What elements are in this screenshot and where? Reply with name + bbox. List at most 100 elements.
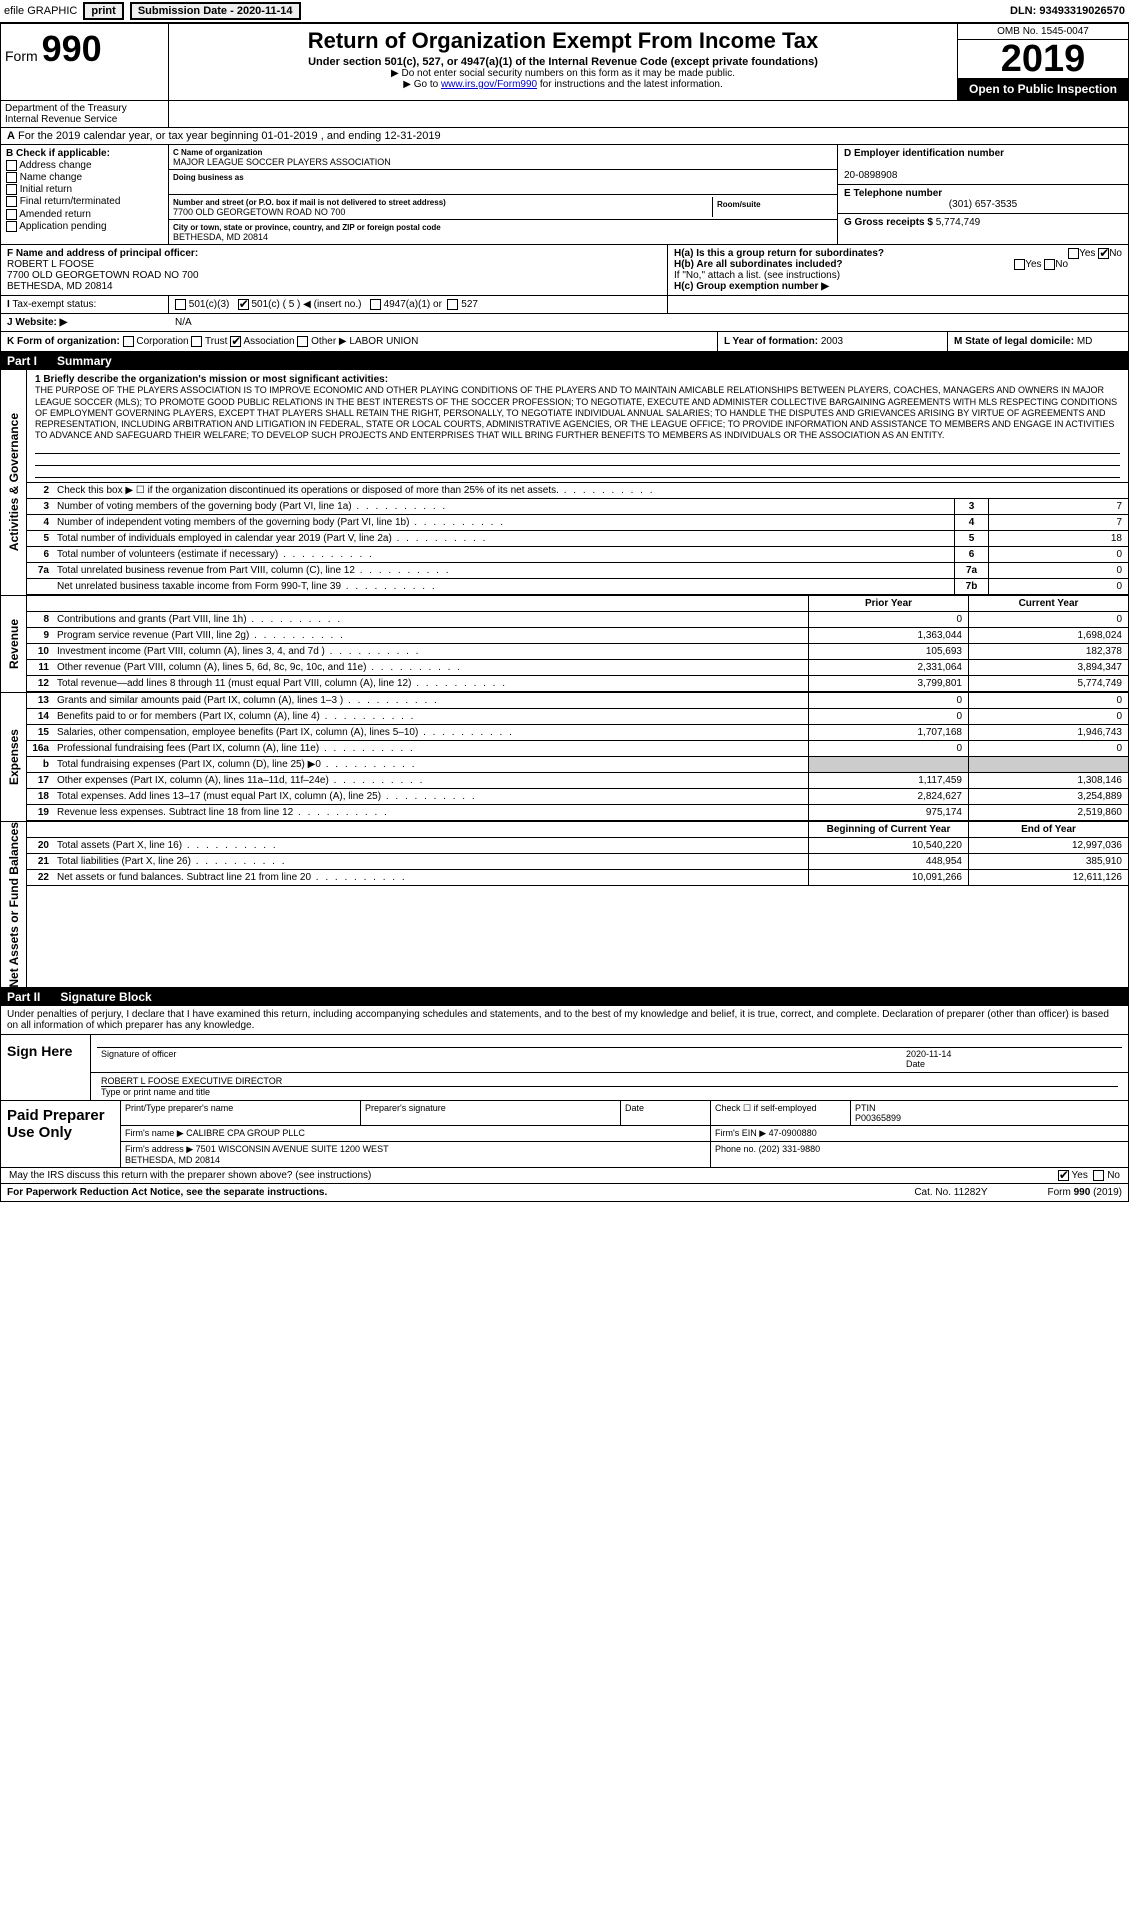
- ck-name[interactable]: Name change: [6, 172, 163, 183]
- dept-treasury: Department of the Treasury Internal Reve…: [1, 101, 169, 127]
- ck-address[interactable]: Address change: [6, 160, 163, 171]
- fin-line: 9Program service revenue (Part VIII, lin…: [27, 628, 1128, 644]
- firm-phone: (202) 331-9880: [759, 1144, 821, 1154]
- side-revenue: Revenue: [7, 619, 21, 669]
- firm-name: CALIBRE CPA GROUP PLLC: [186, 1128, 305, 1138]
- revenue-section: Revenue Prior Year Current Year 8Contrib…: [1, 596, 1128, 693]
- form-prefix: Form: [5, 48, 38, 64]
- header-row: Form 990 Return of Organization Exempt F…: [1, 24, 1128, 101]
- fin-line: 14Benefits paid to or for members (Part …: [27, 709, 1128, 725]
- net-header: Beginning of Current Year End of Year: [27, 822, 1128, 838]
- fin-line: 21Total liabilities (Part X, line 26)448…: [27, 854, 1128, 870]
- net-assets-section: Net Assets or Fund Balances Beginning of…: [1, 822, 1128, 989]
- domicile-state: MD: [1077, 336, 1093, 347]
- submission-date-button[interactable]: Submission Date - 2020-11-14: [130, 2, 301, 20]
- org-other: LABOR UNION: [349, 336, 418, 347]
- officer-name: ROBERT L FOOSE: [7, 259, 94, 270]
- org-name: MAJOR LEAGUE SOCCER PLAYERS ASSOCIATION: [173, 157, 391, 167]
- form-subtitle: Under section 501(c), 527, or 4947(a)(1)…: [173, 56, 953, 68]
- ssn-note: ▶ Do not enter social security numbers o…: [173, 68, 953, 79]
- fin-line: 22Net assets or fund balances. Subtract …: [27, 870, 1128, 886]
- gross-receipts: 5,774,749: [936, 217, 981, 228]
- city: BETHESDA, MD 20814: [173, 232, 268, 242]
- section-b-c-d: B Check if applicable: Address change Na…: [1, 145, 1128, 245]
- form-title: Return of Organization Exempt From Incom…: [173, 28, 953, 54]
- gov-line: 6Total number of volunteers (estimate if…: [27, 547, 1128, 563]
- ck-501c3[interactable]: [175, 299, 186, 310]
- fin-line: 8Contributions and grants (Part VIII, li…: [27, 612, 1128, 628]
- gov-line: 4Number of independent voting members of…: [27, 515, 1128, 531]
- fin-line: 13Grants and similar amounts paid (Part …: [27, 693, 1128, 709]
- ck-527[interactable]: [447, 299, 458, 310]
- mission-text: THE PURPOSE OF THE PLAYERS ASSOCIATION I…: [35, 385, 1120, 441]
- mission-block: 1 Briefly describe the organization's mi…: [27, 370, 1128, 482]
- ck-final[interactable]: Final return/terminated: [6, 196, 163, 207]
- tax-year: 2019: [958, 40, 1128, 78]
- side-governance: Activities & Governance: [7, 413, 21, 551]
- side-net: Net Assets or Fund Balances: [7, 822, 21, 988]
- efile-label: efile GRAPHIC: [4, 5, 77, 17]
- footer: For Paperwork Reduction Act Notice, see …: [1, 1184, 1128, 1201]
- fin-line: bTotal fundraising expenses (Part IX, co…: [27, 757, 1128, 773]
- print-button[interactable]: print: [83, 2, 123, 20]
- ck-pending[interactable]: Application pending: [6, 221, 163, 232]
- topbar: efile GRAPHIC print Submission Date - 20…: [0, 0, 1129, 23]
- gov-line: 3Number of voting members of the governi…: [27, 499, 1128, 515]
- open-inspection: Open to Public Inspection: [958, 78, 1128, 100]
- irs-link[interactable]: www.irs.gov/Form990: [441, 79, 537, 90]
- ptin: P00365899: [855, 1113, 901, 1123]
- ck-initial[interactable]: Initial return: [6, 184, 163, 195]
- row-f-h: F Name and address of principal officer:…: [1, 245, 1128, 296]
- fin-line: 19Revenue less expenses. Subtract line 1…: [27, 805, 1128, 821]
- revenue-header: Prior Year Current Year: [27, 596, 1128, 612]
- box-d-e-g: D Employer identification number20-08989…: [838, 145, 1128, 244]
- line-a: A For the 2019 calendar year, or tax yea…: [1, 128, 1128, 145]
- form-990: Form 990 Return of Organization Exempt F…: [0, 23, 1129, 1202]
- expenses-section: Expenses 13Grants and similar amounts pa…: [1, 693, 1128, 822]
- discuss-row: May the IRS discuss this return with the…: [1, 1168, 1128, 1184]
- ck-amended[interactable]: Amended return: [6, 209, 163, 220]
- gov-line: Net unrelated business taxable income fr…: [27, 579, 1128, 595]
- row-i: I Tax-exempt status: 501(c)(3) 501(c) ( …: [1, 296, 1128, 314]
- header-right-box: OMB No. 1545-0047 2019 Open to Public In…: [958, 24, 1128, 100]
- part-2-header: Part II Signature Block: [1, 988, 1128, 1006]
- gov-line: 2Check this box ▶ ☐ if the organization …: [27, 483, 1128, 499]
- box-f: F Name and address of principal officer:…: [1, 245, 668, 295]
- row-j: J Website: ▶ N/A: [1, 314, 1128, 332]
- fin-line: 18Total expenses. Add lines 13–17 (must …: [27, 789, 1128, 805]
- year-formation: 2003: [821, 336, 843, 347]
- sig-date: 2020-11-14: [906, 1049, 951, 1059]
- fin-line: 16aProfessional fundraising fees (Part I…: [27, 741, 1128, 757]
- fin-line: 15Salaries, other compensation, employee…: [27, 725, 1128, 741]
- dln-label: DLN: 93493319026570: [1010, 5, 1125, 17]
- street: 7700 OLD GEORGETOWN ROAD NO 700: [173, 207, 345, 217]
- sign-here: Sign Here Signature of officer 2020-11-1…: [1, 1035, 1128, 1101]
- dept-row: Department of the Treasury Internal Reve…: [1, 101, 1128, 128]
- fin-line: 10Investment income (Part VIII, column (…: [27, 644, 1128, 660]
- box-b-title: B Check if applicable:: [6, 148, 163, 159]
- box-h: H(a) Is this a group return for subordin…: [668, 245, 1128, 295]
- row-k-l-m: K Form of organization: Corporation Trus…: [1, 332, 1128, 352]
- side-expenses: Expenses: [7, 729, 21, 785]
- fin-line: 12Total revenue—add lines 8 through 11 (…: [27, 676, 1128, 692]
- fin-line: 20Total assets (Part X, line 16)10,540,2…: [27, 838, 1128, 854]
- gov-line: 5Total number of individuals employed in…: [27, 531, 1128, 547]
- governance-section: Activities & Governance 1 Briefly descri…: [1, 370, 1128, 595]
- box-c: C Name of organizationMAJOR LEAGUE SOCCE…: [169, 145, 838, 244]
- firm-ein: 47-0900880: [769, 1128, 817, 1138]
- fin-line: 17Other expenses (Part IX, column (A), l…: [27, 773, 1128, 789]
- ck-501c[interactable]: [238, 299, 249, 310]
- discuss-no[interactable]: [1093, 1170, 1104, 1181]
- website: N/A: [175, 317, 192, 328]
- paid-preparer: Paid Preparer Use Only Print/Type prepar…: [1, 1101, 1128, 1168]
- part-1-header: Part I Summary: [1, 352, 1128, 370]
- telephone: (301) 657-3535: [844, 199, 1122, 210]
- ein: 20-0898908: [844, 170, 897, 181]
- sig-intro: Under penalties of perjury, I declare th…: [1, 1006, 1128, 1035]
- discuss-yes[interactable]: [1058, 1170, 1069, 1181]
- header-title-box: Return of Organization Exempt From Incom…: [169, 24, 958, 100]
- box-b: B Check if applicable: Address change Na…: [1, 145, 169, 244]
- ck-4947[interactable]: [370, 299, 381, 310]
- gov-line: 7aTotal unrelated business revenue from …: [27, 563, 1128, 579]
- officer-printed: ROBERT L FOOSE EXECUTIVE DIRECTOR: [101, 1076, 282, 1086]
